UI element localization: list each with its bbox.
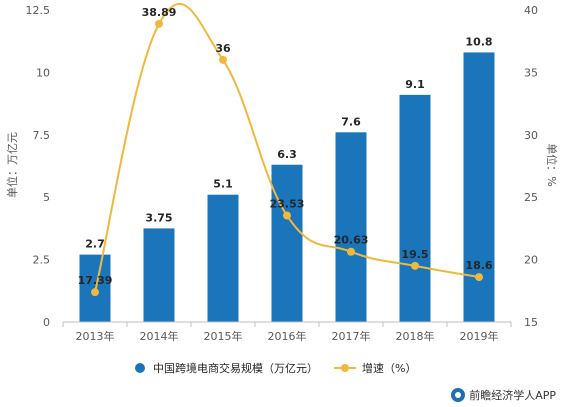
line-point bbox=[219, 55, 227, 64]
bar-value-label: 2.7 bbox=[85, 238, 105, 251]
legend-bar-marker bbox=[135, 363, 145, 373]
y2-tick-label: 40 bbox=[524, 4, 538, 17]
line-value-label: 36 bbox=[215, 42, 231, 55]
y2-tick-label: 35 bbox=[524, 66, 538, 79]
line-point bbox=[411, 261, 419, 270]
y-tick-label: 0 bbox=[43, 316, 50, 329]
bar-value-label: 9.1 bbox=[405, 78, 425, 91]
brand-logo-icon bbox=[451, 388, 466, 402]
bar-value-label: 6.3 bbox=[277, 148, 297, 161]
y-tick-label: 7.5 bbox=[33, 129, 51, 142]
growth-line bbox=[94, 2, 480, 293]
bar-value-label: 7.6 bbox=[341, 115, 361, 128]
y-axis-left: 0 2.5 5 7.5 10 12.5 bbox=[26, 4, 51, 329]
y2-axis-title: 单位：% bbox=[545, 143, 559, 186]
bar-labels: 2.7 3.75 5.1 6.3 7.6 9.1 10.8 bbox=[85, 35, 492, 250]
y2-tick-label: 25 bbox=[524, 191, 538, 204]
x-tick-label: 2019年 bbox=[460, 329, 499, 343]
credit: 前瞻经济学人APP bbox=[451, 387, 556, 403]
credit-text: 前瞻经济学人APP bbox=[469, 389, 556, 402]
bar bbox=[399, 94, 431, 322]
bar bbox=[463, 52, 495, 322]
line-value-label: 20.63 bbox=[334, 234, 369, 247]
y-tick-label: 5 bbox=[43, 191, 50, 204]
line-value-label: 19.5 bbox=[401, 248, 428, 261]
line-point bbox=[155, 19, 163, 28]
bar-value-label: 10.8 bbox=[465, 35, 492, 48]
x-tick-label: 2018年 bbox=[396, 329, 435, 343]
line-series bbox=[91, 2, 483, 297]
y-axis-right: 15 20 25 30 35 40 bbox=[524, 4, 538, 329]
legend-line-dot bbox=[341, 364, 349, 372]
bar-series bbox=[79, 52, 495, 322]
x-tick-label: 2015年 bbox=[204, 329, 243, 343]
x-tick-label: 2014年 bbox=[140, 329, 179, 343]
x-tick-label: 2013年 bbox=[76, 329, 115, 343]
y2-tick-label: 15 bbox=[524, 316, 538, 329]
y-axis-title: 单位：万亿元 bbox=[5, 132, 19, 198]
y2-tick-label: 30 bbox=[524, 129, 538, 142]
line-point bbox=[347, 247, 355, 256]
line-point bbox=[91, 288, 99, 297]
bar-value-label: 5.1 bbox=[213, 178, 233, 191]
legend-bar-label: 中国跨境电商交易规模（万亿元） bbox=[153, 361, 318, 375]
line-point bbox=[475, 273, 483, 282]
bar bbox=[207, 194, 239, 322]
line-value-label: 18.6 bbox=[465, 259, 492, 272]
y-tick-label: 2.5 bbox=[33, 254, 51, 267]
bar-value-label: 3.75 bbox=[145, 211, 172, 224]
y-tick-label: 10 bbox=[36, 66, 50, 79]
line-value-label: 38.89 bbox=[142, 6, 177, 19]
line-labels: 17.39 38.89 36 23.53 20.63 19.5 18.6 bbox=[78, 6, 493, 287]
x-axis: 2013年 2014年 2015年 2016年 2017年 2018年 2019年 bbox=[62, 322, 512, 343]
x-tick-label: 2017年 bbox=[332, 329, 371, 343]
y2-tick-label: 20 bbox=[524, 254, 538, 267]
legend: 中国跨境电商交易规模（万亿元） 增速（%） bbox=[135, 361, 416, 375]
line-point bbox=[283, 211, 291, 220]
bar bbox=[335, 132, 367, 322]
line-value-label: 17.39 bbox=[78, 274, 113, 287]
legend-line-label: 增速（%） bbox=[362, 361, 416, 375]
bar bbox=[271, 164, 303, 322]
bar bbox=[143, 228, 175, 322]
line-value-label: 23.53 bbox=[270, 198, 305, 211]
x-tick-label: 2016年 bbox=[268, 329, 307, 343]
y-tick-label: 12.5 bbox=[26, 4, 51, 17]
